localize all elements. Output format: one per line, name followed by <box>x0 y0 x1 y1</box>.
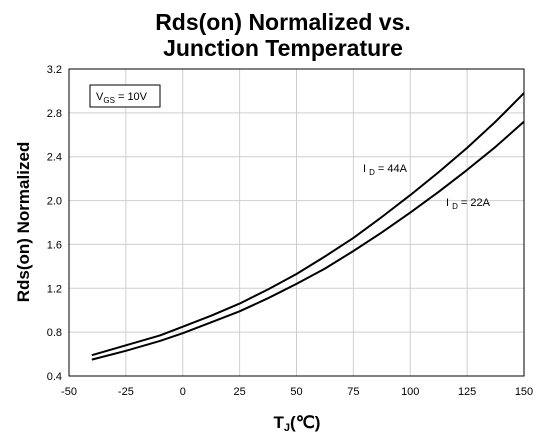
series-label-44a-main: I <box>363 163 366 175</box>
condition-box-label: VGS = 10V <box>96 91 148 105</box>
chart-title-line2: Junction Temperature <box>163 35 403 61</box>
condition-rest: = 10V <box>115 91 148 103</box>
x-tick-label: 25 <box>234 386 246 398</box>
series-label-44a-sub: D <box>369 168 375 177</box>
chart-title-line1: Rds(on) Normalized vs. <box>155 9 411 35</box>
y-tick-label: 1.2 <box>47 283 62 295</box>
condition-main: V <box>96 91 104 103</box>
x-tick-label: -50 <box>61 386 77 398</box>
series-label-22a-sub: D <box>452 202 458 211</box>
x-tick-labels: -50 -25 0 25 50 75 100 125 150 <box>61 386 533 398</box>
x-tick-label: -25 <box>118 386 134 398</box>
condition-box-frame <box>89 84 161 108</box>
x-tick-label: 0 <box>180 386 186 398</box>
series-lines <box>91 92 525 361</box>
x-tick-label: 75 <box>347 386 359 398</box>
condition-sub: GS <box>103 96 115 105</box>
series-label-44a-rest: = 44A <box>375 163 408 175</box>
y-tick-label: 1.6 <box>47 239 62 251</box>
x-axis-label-main: T <box>274 413 285 432</box>
y-tick-label: 3.2 <box>47 64 62 76</box>
series-label-22a-main: I <box>446 197 449 209</box>
series-line-44a <box>91 92 525 357</box>
grid-lines <box>69 69 524 376</box>
series-label-22a-rest: = 22A <box>458 197 491 209</box>
y-tick-labels: 0.4 0.8 1.2 1.6 2.0 2.4 2.8 3.2 <box>47 64 62 383</box>
y-tick-label: 0.8 <box>47 327 62 339</box>
y-tick-label: 0.4 <box>47 371 62 383</box>
x-axis-label: TJ(℃) <box>274 413 321 434</box>
condition-box: VGS = 10V <box>89 84 161 108</box>
x-tick-label: 50 <box>290 386 302 398</box>
x-axis-label-sub: J <box>284 422 290 434</box>
plot-frame <box>68 68 525 377</box>
y-axis-label: Rds(on) Normalized <box>14 142 33 303</box>
y-tick-label: 2.8 <box>47 108 62 120</box>
x-tick-label: 150 <box>515 386 533 398</box>
x-axis-label-unit: (℃) <box>290 413 320 432</box>
series-line-22a <box>91 120 525 361</box>
x-tick-label: 125 <box>458 386 476 398</box>
y-tick-label: 2.4 <box>47 152 62 164</box>
y-tick-label: 2.0 <box>47 196 62 208</box>
x-tick-label: 100 <box>401 386 419 398</box>
